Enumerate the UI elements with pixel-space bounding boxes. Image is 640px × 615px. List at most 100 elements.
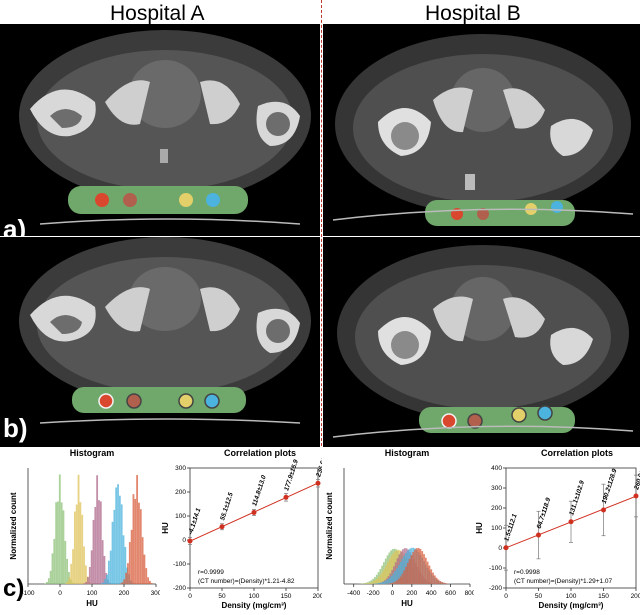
y-tick-label: 200: [175, 489, 186, 496]
histogram-series: [83, 475, 110, 584]
histogram-bin: [46, 582, 48, 584]
x-tick-label: 50: [535, 593, 543, 600]
x-tick-label: 0: [391, 590, 395, 597]
histogram-bin: [108, 561, 110, 584]
regression-equation: (CT number)=(Density)*1.29+1.07: [514, 578, 613, 585]
point-label: 236.6±15.6: [315, 446, 322, 479]
plot-title: Histogram: [385, 448, 430, 458]
x-tick-label: 800: [465, 590, 474, 597]
histogram-bin: [369, 583, 371, 584]
ct-image-a-bottom: b): [0, 237, 320, 447]
data-point: [536, 533, 541, 538]
histogram-bin: [91, 550, 93, 584]
histogram-series: [65, 475, 92, 584]
y-tick-label: -100: [173, 561, 186, 568]
x-tick-label: 100: [87, 590, 98, 597]
y-tick-label: 200: [491, 505, 502, 512]
data-point: [569, 519, 574, 524]
point-label: 177.9±15.9: [283, 458, 300, 491]
histogram-bin: [387, 579, 389, 584]
histogram-bin: [403, 571, 405, 584]
histogram-bin: [52, 553, 54, 584]
histogram-bin: [443, 583, 445, 584]
y-tick-label: 300: [175, 465, 186, 472]
data-point: [601, 507, 606, 512]
data-point: [220, 524, 225, 529]
histogram-bin: [123, 535, 125, 584]
histogram-bin: [140, 509, 142, 584]
x-tick-label: 0: [188, 593, 192, 600]
histogram-bin: [117, 484, 119, 584]
histogram-bin: [57, 501, 59, 584]
histogram-bin: [365, 583, 367, 584]
histogram-bin: [119, 496, 121, 584]
histogram-bin: [380, 583, 382, 584]
histogram-bin: [48, 578, 50, 584]
histogram-bin: [125, 573, 127, 584]
histogram-bin: [376, 583, 378, 584]
y-tick-label: 0: [498, 545, 502, 552]
data-point: [634, 494, 639, 499]
histogram-bin: [409, 559, 411, 584]
ct-image-b-top: [323, 24, 640, 236]
histogram-bin: [121, 504, 123, 584]
histogram-bin: [438, 580, 440, 584]
histogram-bin: [367, 583, 369, 584]
histogram-bin: [93, 520, 95, 584]
ct-image-b-bottom: [323, 237, 640, 447]
histogram-bin: [96, 475, 98, 584]
plot-title: Histogram: [70, 448, 115, 458]
x-tick-label: 400: [426, 590, 437, 597]
hospital-b-title: Hospital B: [425, 2, 521, 26]
point-label: 260.0±104.3: [633, 454, 640, 492]
histogram-bin: [59, 474, 61, 584]
histogram-bin: [407, 563, 409, 584]
histogram-bin: [423, 554, 425, 584]
x-axis-label: Density (mg/cm³): [222, 601, 287, 610]
histogram-bin: [67, 582, 69, 584]
histogram-bin: [373, 581, 375, 584]
x-tick-label: 100: [566, 593, 577, 600]
ct-scan-a-top: [0, 24, 320, 236]
x-tick-label: 300: [151, 590, 160, 597]
y-axis-label: HU: [162, 522, 170, 534]
histogram-bin: [53, 539, 55, 584]
histogram-bin: [79, 502, 81, 584]
x-tick-label: 0: [58, 590, 62, 597]
histogram-bin: [94, 507, 96, 584]
histogram-bin: [385, 580, 387, 584]
histogram-bin: [436, 578, 438, 584]
histogram-bin: [391, 583, 393, 584]
histogram-bin: [393, 574, 395, 584]
histogram-bin: [144, 555, 146, 584]
histogram-bin: [149, 581, 151, 584]
histogram-bin: [416, 548, 418, 584]
data-point: [316, 481, 321, 486]
data-point: [504, 545, 509, 550]
point-label: 55.1±12.5: [219, 491, 235, 521]
y-tick-label: -200: [173, 585, 186, 592]
histogram-bin: [113, 510, 115, 584]
histogram-bin: [402, 574, 404, 584]
ct-scan-b-bottom: [323, 237, 640, 447]
histogram-bin: [76, 504, 78, 584]
histogram-bin: [376, 579, 378, 584]
histogram-bin: [425, 558, 427, 584]
x-tick-label: 200: [631, 593, 640, 600]
histogram-bin: [83, 546, 85, 584]
panel-label-a: a): [3, 214, 26, 236]
x-axis-label: Density (mg/cm³): [539, 601, 604, 610]
histogram-bin: [138, 503, 140, 584]
histogram-bin: [89, 567, 91, 584]
histogram-bin: [87, 577, 89, 584]
histogram-bin: [405, 567, 407, 584]
histogram-bin: [445, 583, 447, 584]
histogram-bin: [394, 582, 396, 584]
histogram-bin: [142, 537, 144, 584]
y-axis-label: Normalized count: [325, 492, 334, 559]
